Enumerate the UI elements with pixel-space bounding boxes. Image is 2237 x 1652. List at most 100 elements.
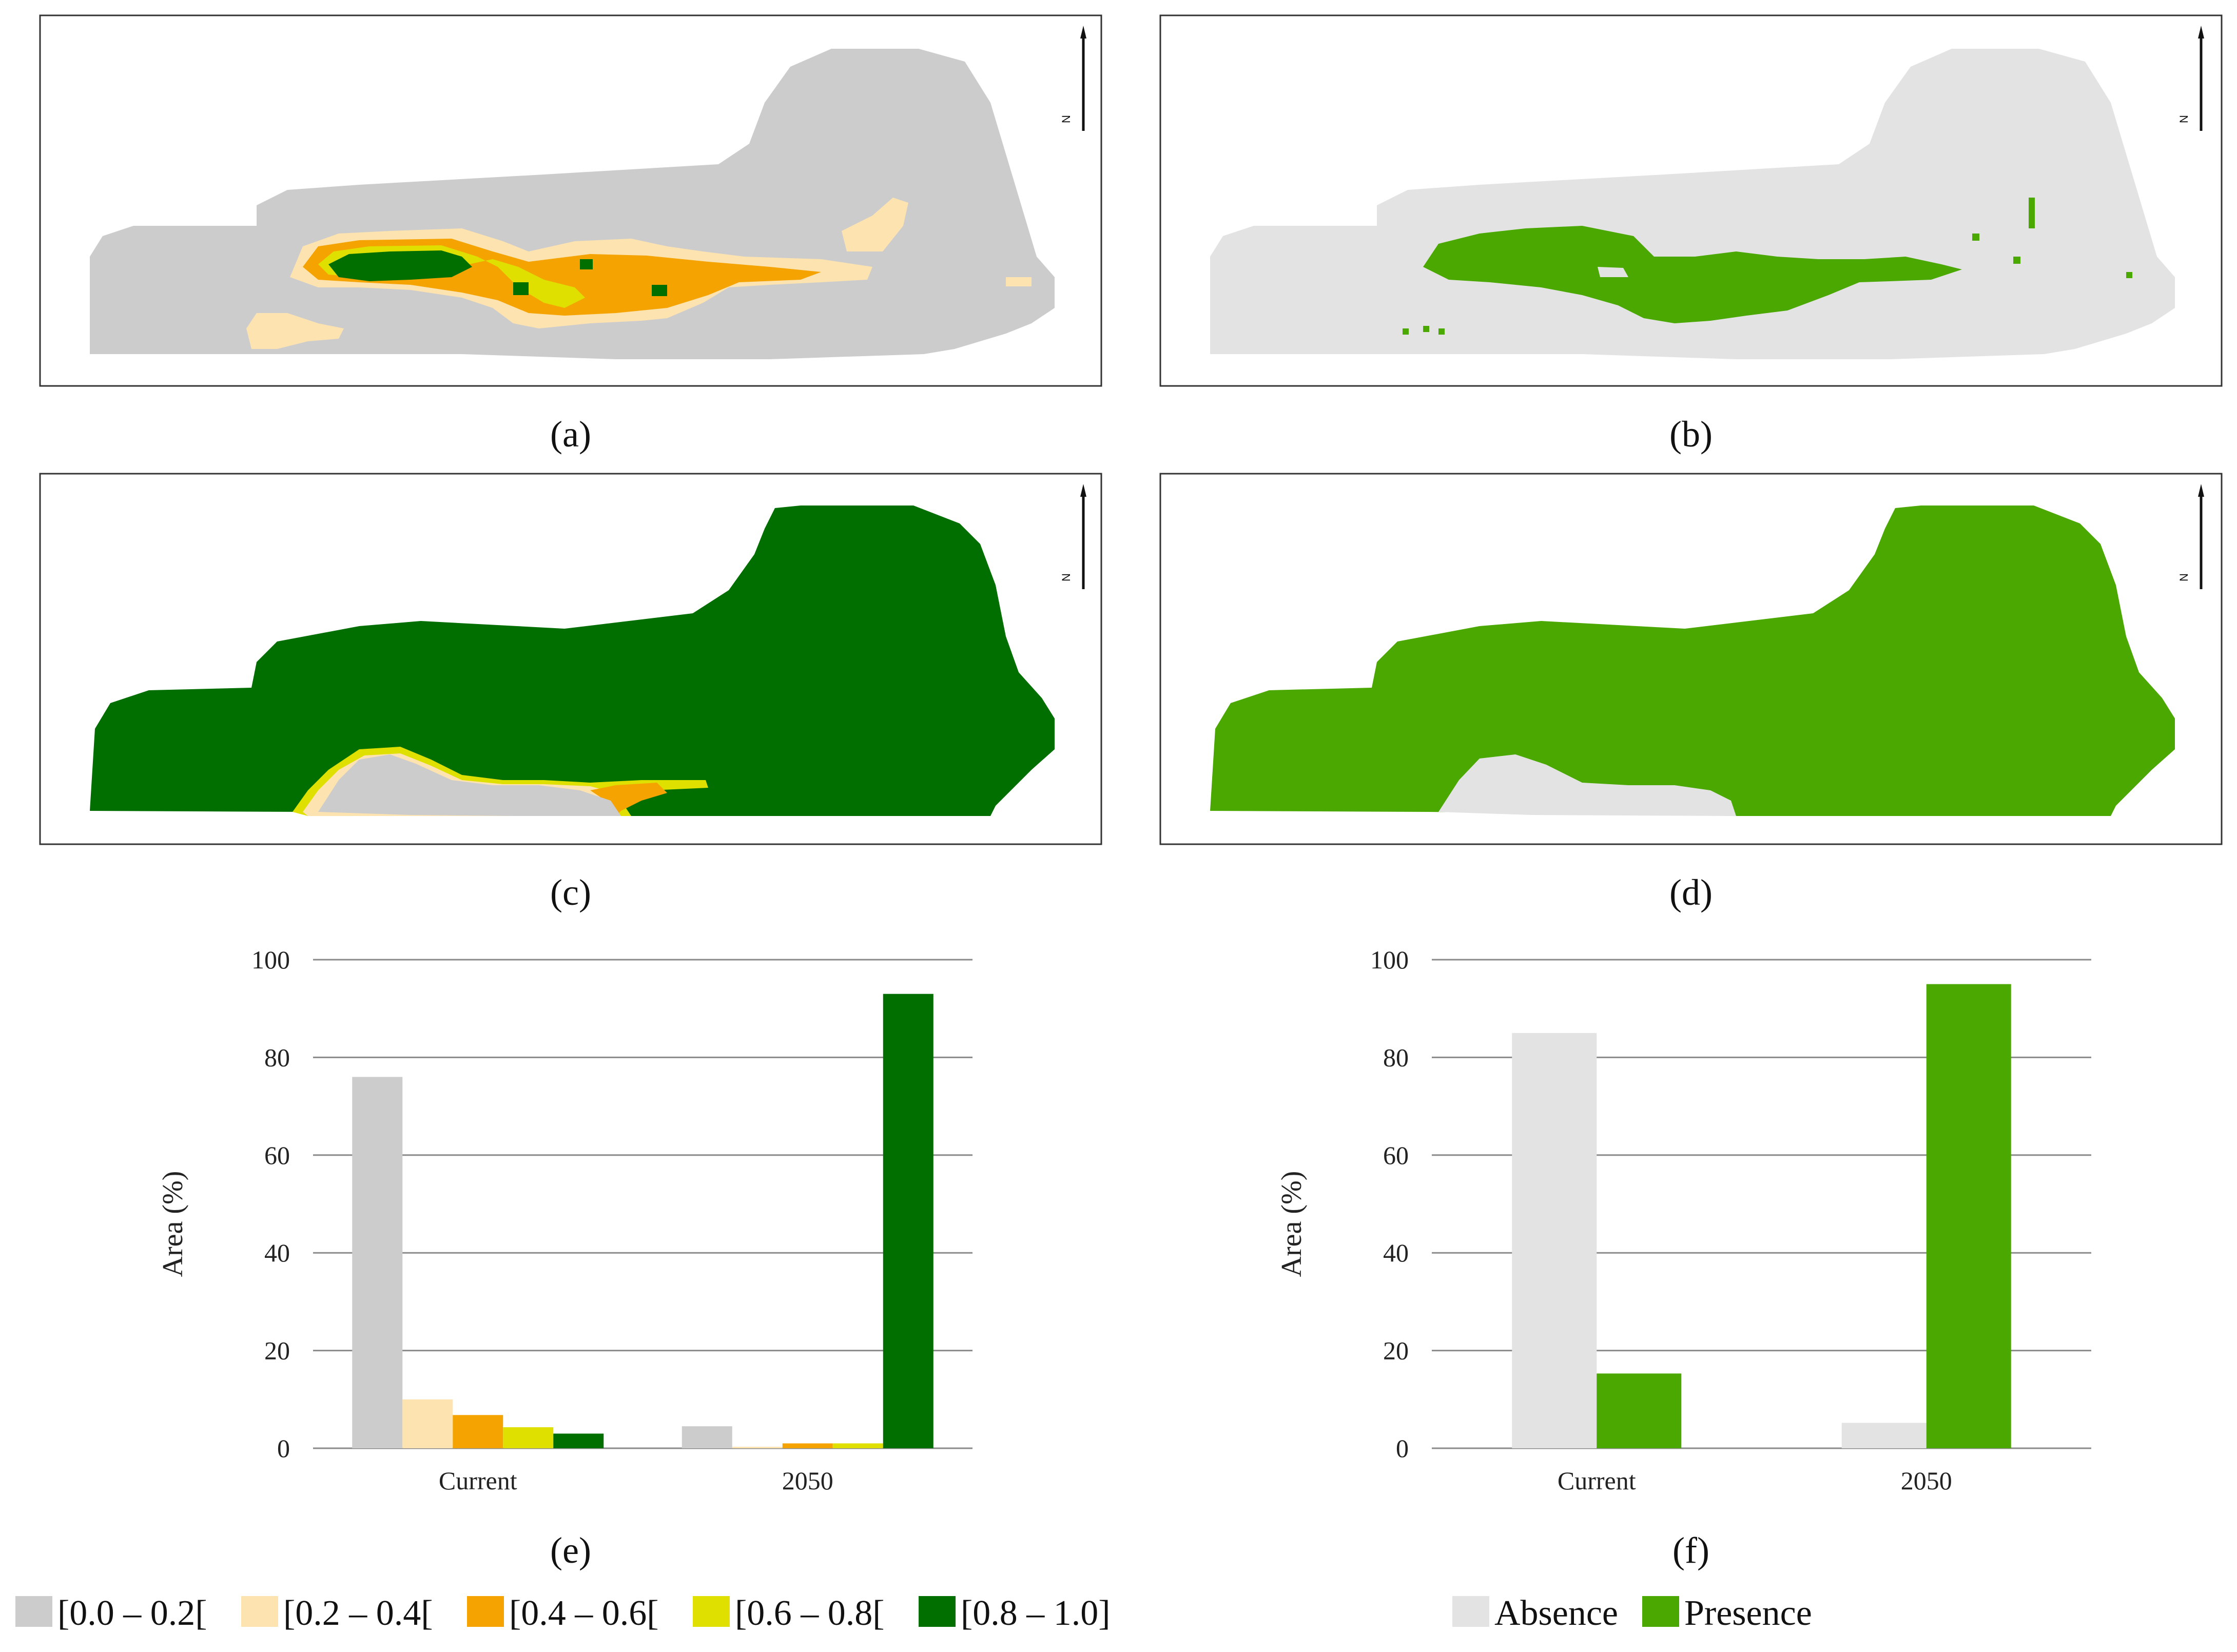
y-tick-label: 0 (277, 1434, 290, 1463)
bar-current-0 (1512, 1033, 1597, 1448)
panel-label-e: (e) (550, 1530, 591, 1571)
bar-2050-1 (1926, 984, 2011, 1448)
panel-label-f: (f) (1672, 1530, 1709, 1571)
y-tick-label: 40 (264, 1238, 290, 1267)
north-label-b: N (2177, 115, 2190, 123)
legend-label: [0.4 – 0.6[ (509, 1593, 659, 1633)
bar-2050-2 (782, 1443, 833, 1448)
chart-e: Area (%) 0 20 40 60 80 100 Current 2050 (157, 945, 972, 1495)
legend-left: [0.0 – 0.2[ [0.2 – 0.4[ [0.4 – 0.6[ [0.6… (15, 1593, 1111, 1633)
legend-label: [0.6 – 0.8[ (735, 1593, 885, 1633)
bar-current-4 (553, 1433, 604, 1448)
x-category-label: 2050 (782, 1466, 833, 1495)
bar-2050-1 (732, 1447, 783, 1448)
north-arrow-b: N (2177, 26, 2204, 131)
map-b-east-dot-3 (2126, 272, 2132, 278)
map-a-east-patch (842, 198, 908, 251)
x-category-label: Current (1558, 1466, 1636, 1495)
y-tick-label: 80 (1383, 1043, 1409, 1072)
y-tick-label: 0 (1396, 1434, 1409, 1463)
map-a-patch-2 (580, 259, 593, 269)
y-tick-label: 40 (1383, 1238, 1409, 1267)
legend-item-class-0-6-0-8: [0.6 – 0.8[ (693, 1593, 885, 1633)
map-c: N (39, 473, 1102, 845)
north-arrow-d: N (2177, 484, 2204, 589)
y-tick-label: 80 (264, 1043, 290, 1072)
map-b-west-dot-3 (1438, 328, 1445, 335)
chart-f-bars (1512, 984, 2011, 1448)
north-label-a: N (1060, 115, 1073, 123)
bar-2050-0 (1841, 1423, 1927, 1448)
legend-swatch (1452, 1596, 1489, 1627)
chart-f-categories: Current 2050 (1558, 1466, 1952, 1495)
chart-f-ylabel: Area (%) (1276, 1171, 1308, 1277)
map-a-patch-3 (652, 285, 667, 296)
panel-label-c: (c) (550, 872, 591, 913)
north-arrow-a: N (1060, 26, 1086, 131)
legend-swatch (467, 1596, 504, 1627)
map-d: N (1159, 473, 2223, 845)
chart-e-bars (352, 994, 933, 1448)
chart-e-categories: Current 2050 (439, 1466, 833, 1495)
map-b-west-dot-2 (1423, 326, 1429, 332)
chart-e-yticks: 0 20 40 60 80 100 (251, 945, 290, 1463)
north-label-c: N (1060, 573, 1073, 581)
legend-swatch (919, 1596, 956, 1627)
map-b-east-dot-1 (1972, 234, 1979, 241)
map-b-east-strip (2029, 198, 2035, 228)
bar-2050-3 (832, 1443, 883, 1448)
legend-item-class-0-8-1-0: [0.8 – 1.0] (919, 1593, 1111, 1633)
panel-label-d: (d) (1669, 872, 1713, 913)
map-b-east-dot-2 (2013, 257, 2020, 264)
legend-item-class-0-2-0-4: [0.2 – 0.4[ (241, 1593, 433, 1633)
map-b-west-dot-1 (1403, 328, 1409, 335)
chart-f: Area (%) 0 20 40 60 80 100 Current 2050 (1276, 945, 2091, 1495)
legend-item-class-0-4-0-6: [0.4 – 0.6[ (467, 1593, 659, 1633)
legend-label: [0.8 – 1.0] (961, 1593, 1111, 1633)
x-category-label: 2050 (1901, 1466, 1952, 1495)
legend-swatch (1642, 1596, 1679, 1627)
map-a: N (39, 14, 1102, 387)
chart-e-ylabel: Area (%) (157, 1171, 189, 1277)
legend-label: [0.0 – 0.2[ (57, 1593, 207, 1633)
legend-label: Presence (1684, 1593, 1812, 1633)
legend-item-class-0-0-0-2: [0.0 – 0.2[ (15, 1593, 207, 1633)
legend-item-absence: Absence (1452, 1593, 1618, 1633)
map-b: N (1159, 14, 2223, 387)
y-tick-label: 60 (264, 1141, 290, 1170)
legend-item-presence: Presence (1642, 1593, 1812, 1633)
map-a-west-patch (246, 313, 344, 349)
bar-2050-4 (883, 994, 933, 1448)
legend-swatch (15, 1596, 52, 1627)
legend-right: Absence Presence (1452, 1593, 1812, 1633)
map-a-class-0-8-1-0 (328, 250, 472, 281)
y-tick-label: 100 (1370, 945, 1409, 974)
panel-label-b: (b) (1669, 414, 1713, 455)
bar-2050-0 (682, 1426, 732, 1448)
x-category-label: Current (439, 1466, 517, 1495)
legend-label: [0.2 – 0.4[ (283, 1593, 433, 1633)
panel-label-a: (a) (550, 414, 591, 455)
north-label-d: N (2177, 573, 2190, 581)
bar-current-2 (453, 1415, 503, 1448)
bar-current-0 (352, 1077, 403, 1448)
map-b-gap (1598, 267, 1628, 277)
map-a-patch-1 (513, 282, 529, 295)
bar-current-1 (1597, 1373, 1682, 1448)
legend-swatch (241, 1596, 278, 1627)
map-b-presence (1423, 226, 1962, 323)
bar-current-3 (503, 1427, 554, 1448)
y-tick-label: 20 (264, 1336, 290, 1365)
y-tick-label: 20 (1383, 1336, 1409, 1365)
legend-label: Absence (1494, 1593, 1618, 1633)
chart-f-yticks: 0 20 40 60 80 100 (1370, 945, 1409, 1463)
y-tick-label: 60 (1383, 1141, 1409, 1170)
north-arrow-c: N (1060, 484, 1086, 589)
map-a-east-dot (1006, 277, 1032, 286)
map-d-absence (1438, 754, 1736, 816)
bar-current-1 (402, 1399, 453, 1448)
chart-e-grid (313, 959, 972, 1449)
y-tick-label: 100 (251, 945, 290, 974)
legend-swatch (693, 1596, 730, 1627)
